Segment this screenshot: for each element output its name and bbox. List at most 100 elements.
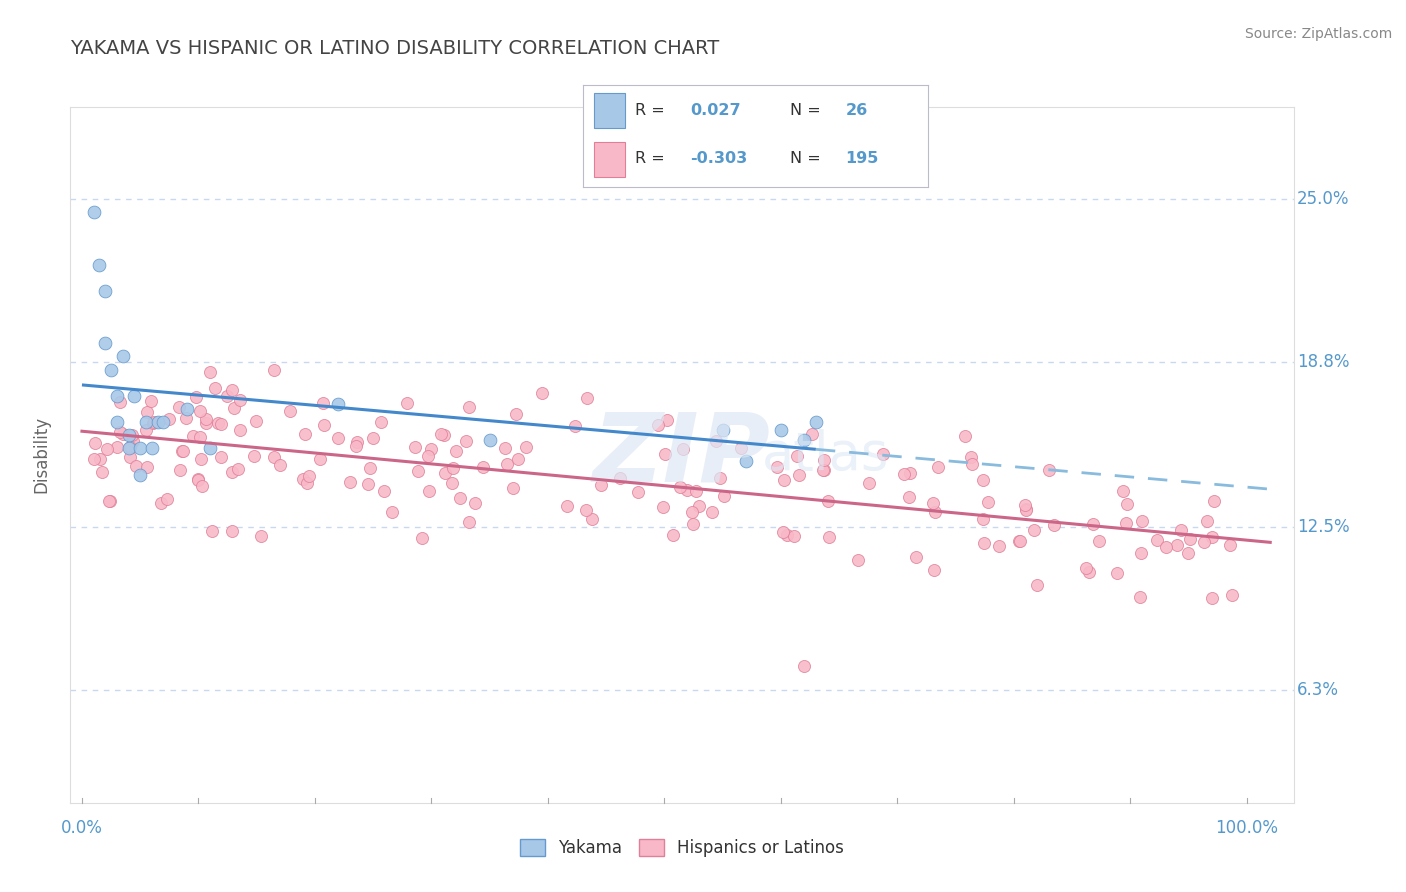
Point <box>198 442 221 456</box>
Point <box>419 442 441 457</box>
Point <box>813 463 835 477</box>
Point <box>346 434 368 449</box>
Point <box>174 410 197 425</box>
Point <box>190 451 212 466</box>
Point <box>1076 560 1098 574</box>
Point <box>793 434 815 448</box>
Point <box>224 401 246 416</box>
Point <box>226 462 249 476</box>
Text: N =: N = <box>790 151 821 166</box>
Point <box>1015 501 1038 516</box>
Point <box>381 505 404 519</box>
Point <box>846 553 869 567</box>
Point <box>201 524 224 538</box>
Point <box>1201 591 1223 605</box>
Point <box>404 440 426 454</box>
Point <box>263 450 285 464</box>
Point <box>1010 533 1032 548</box>
Point <box>339 475 361 490</box>
Point <box>591 478 613 492</box>
Point <box>156 492 179 507</box>
Point <box>766 459 789 474</box>
Point <box>627 485 650 500</box>
Point <box>249 529 271 543</box>
Point <box>172 443 194 458</box>
Point <box>117 442 139 456</box>
Point <box>801 426 824 441</box>
Point <box>575 391 598 405</box>
Point <box>1177 546 1199 560</box>
Point <box>198 365 221 379</box>
Point <box>1166 538 1188 552</box>
Point <box>893 467 915 481</box>
Text: atlas: atlas <box>762 429 889 481</box>
Point <box>441 475 464 490</box>
Text: 25.0%: 25.0% <box>1296 190 1350 208</box>
Point <box>662 528 685 542</box>
Point <box>294 427 316 442</box>
Point <box>700 504 723 518</box>
Point <box>135 459 157 474</box>
Point <box>1201 530 1223 544</box>
Point <box>359 461 381 475</box>
Point <box>652 500 675 515</box>
Point <box>456 434 478 448</box>
Point <box>713 489 735 503</box>
Point <box>1170 523 1192 537</box>
Point <box>263 362 285 376</box>
Point <box>295 475 318 490</box>
Point <box>704 434 727 448</box>
Point <box>124 389 146 403</box>
Point <box>555 499 578 513</box>
Point <box>152 415 174 429</box>
Point <box>221 384 243 398</box>
Point <box>1105 566 1128 580</box>
Point <box>1197 514 1219 528</box>
Point <box>135 424 157 438</box>
Point <box>1042 517 1064 532</box>
Point <box>209 417 232 431</box>
Point <box>1204 494 1226 508</box>
Point <box>229 393 252 408</box>
Point <box>141 442 163 456</box>
Point <box>433 428 456 442</box>
Point <box>328 431 350 445</box>
Point <box>1087 533 1109 548</box>
Point <box>406 464 429 478</box>
Point <box>772 525 794 540</box>
Point <box>449 491 471 505</box>
Point <box>96 442 118 457</box>
Point <box>1146 533 1168 548</box>
Point <box>494 441 516 455</box>
Point <box>221 524 243 538</box>
Point <box>960 457 983 471</box>
Point <box>1008 533 1031 548</box>
Text: 195: 195 <box>845 151 879 166</box>
Point <box>564 419 586 434</box>
Text: 26: 26 <box>845 103 868 118</box>
Point <box>897 491 920 505</box>
Point <box>1178 533 1201 547</box>
Point <box>129 442 152 456</box>
Point <box>298 469 321 483</box>
Point <box>654 447 676 461</box>
Point <box>1130 514 1153 528</box>
Point <box>1154 540 1177 554</box>
Point <box>98 494 121 508</box>
Point <box>927 459 949 474</box>
Point <box>1129 590 1152 604</box>
Point <box>195 412 218 426</box>
Point <box>172 444 194 458</box>
Point <box>221 465 243 479</box>
Point <box>976 495 998 509</box>
Point <box>793 659 815 673</box>
Point <box>229 423 252 437</box>
Point <box>191 479 214 493</box>
Point <box>682 516 704 531</box>
Point <box>157 412 180 426</box>
Point <box>730 441 752 455</box>
Point <box>370 415 392 429</box>
Point <box>973 536 995 550</box>
Point <box>575 503 598 517</box>
Point <box>108 425 131 439</box>
